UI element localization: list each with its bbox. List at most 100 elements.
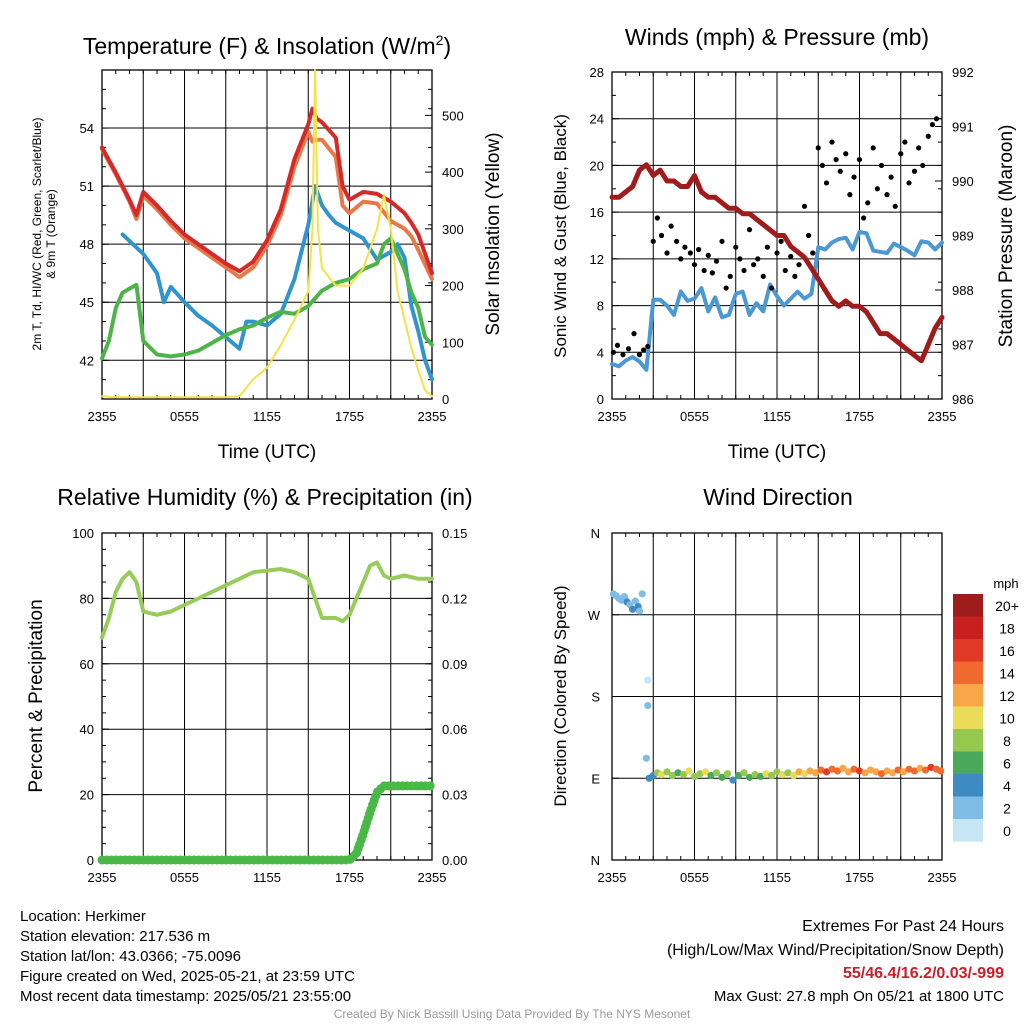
x-tick-label: 1155 — [253, 409, 281, 424]
gust-point — [751, 262, 757, 268]
y2-tick-label: 0.03 — [442, 788, 467, 803]
y2-tick-label: 0.00 — [442, 853, 467, 868]
legend-label: 2 — [1003, 801, 1011, 817]
gust-point — [933, 116, 940, 122]
legend-label: 4 — [1003, 778, 1011, 794]
legend-label: 20+ — [995, 598, 1019, 614]
y-tick-label: 16 — [590, 205, 604, 220]
y-tick-label: 4 — [597, 345, 604, 360]
x-tick-label: 1755 — [335, 409, 364, 424]
y-tick-label: 54 — [80, 121, 94, 136]
direction-point — [894, 766, 902, 774]
direction-point — [723, 770, 732, 778]
direction-point — [745, 773, 754, 781]
gust-point — [833, 156, 839, 163]
panel-title: Winds (mph) & Pressure (mb) — [625, 24, 929, 50]
gust-point — [898, 151, 904, 157]
humidity-panel: 2355 0555 1155 1755 2355 0 20 40 60 80 100 0.00 0.03… — [26, 484, 473, 885]
y2-tick-label: 992 — [952, 65, 974, 80]
gust-point — [778, 238, 784, 244]
series-2m-temp — [100, 106, 434, 276]
gust-point — [614, 342, 621, 348]
legend-label: 12 — [999, 688, 1015, 704]
gust-point — [620, 352, 626, 358]
x-tick-label: 0555 — [170, 409, 199, 424]
gust-point — [902, 139, 908, 145]
legend-label: 10 — [999, 711, 1015, 727]
direction-point — [638, 590, 646, 598]
series-insolation — [101, 69, 433, 399]
gust-point — [847, 192, 853, 198]
y-axis-label: Percent & Precipitation — [26, 599, 47, 792]
legend-label: 8 — [1003, 733, 1011, 749]
direction-point — [644, 676, 652, 684]
direction-point — [663, 768, 671, 776]
direction-point — [883, 767, 891, 775]
direction-point — [657, 771, 666, 779]
y2-tick-label: 0.12 — [442, 591, 467, 606]
y2-tick-label: 500 — [442, 108, 464, 123]
y-tick-label: 48 — [80, 237, 94, 252]
direction-point — [937, 767, 945, 775]
direction-point — [690, 772, 699, 781]
legend-label: 16 — [999, 643, 1015, 659]
gust-point — [733, 244, 739, 250]
gust-point — [906, 180, 912, 186]
y-tick-label: 80 — [80, 591, 94, 606]
panel-title: Relative Humidity (%) & Precipitation (i… — [57, 484, 472, 510]
x-tick-label: 2355 — [928, 870, 957, 885]
gust-point — [801, 203, 808, 209]
gust-point — [625, 346, 632, 352]
x-tick-label: 1155 — [763, 870, 791, 885]
legend-label: 18 — [999, 621, 1015, 637]
direction-point — [696, 770, 704, 778]
gust-point — [701, 267, 707, 274]
gust-point — [774, 250, 780, 256]
x-tick-label: 2355 — [598, 409, 627, 424]
gust-point — [925, 133, 931, 139]
x-tick-label: 2355 — [88, 870, 117, 885]
direction-point — [712, 769, 721, 777]
direction-point — [817, 766, 825, 774]
gust-point — [631, 331, 637, 337]
direction-point — [756, 772, 765, 781]
direction-tick-label: E — [591, 771, 600, 786]
gust-point — [878, 162, 885, 169]
y-tick-label: 42 — [80, 353, 94, 368]
legend-label: 6 — [1003, 756, 1011, 772]
direction-point — [668, 771, 677, 780]
direction-point — [620, 592, 628, 601]
gust-point — [796, 262, 802, 268]
gust-point — [810, 250, 816, 256]
y2-tick-label: 989 — [952, 229, 974, 244]
direction-point — [679, 771, 688, 779]
y2-axis-label: Station Pressure (Maroon) — [996, 125, 1017, 348]
direction-point — [877, 770, 886, 778]
y2-tick-label: 100 — [442, 335, 464, 350]
gust-point — [764, 244, 770, 250]
legend-swatch — [953, 774, 983, 797]
direction-point — [905, 765, 913, 773]
gust-point — [755, 256, 761, 262]
y2-tick-label: 0.09 — [442, 657, 467, 672]
direction-point — [899, 768, 908, 776]
gust-point — [610, 349, 616, 355]
y2-axis-label: Solar Insolation (Yellow) — [483, 132, 504, 335]
gust-point — [843, 151, 849, 157]
temperature-panel: 2355 0555 1155 1755 2355 42 45 48 51 54 0 100 200 300… — [30, 32, 504, 463]
direction-point — [635, 607, 644, 615]
y2-tick-label: 0 — [442, 392, 449, 407]
extremes-values: 55/46.4/16.2/0.03/-999 — [842, 965, 1004, 982]
direction-point — [778, 771, 787, 779]
gust-point — [829, 139, 835, 145]
gust-point — [929, 121, 935, 128]
gust-point — [645, 343, 651, 350]
direction-point — [751, 771, 759, 779]
x-tick-label: 1155 — [763, 409, 791, 424]
x-axis-label: Time (UTC) — [218, 442, 317, 463]
legend-swatch — [953, 706, 983, 729]
gust-point — [682, 244, 688, 250]
direction-point — [707, 771, 715, 780]
gust-point — [696, 246, 702, 253]
